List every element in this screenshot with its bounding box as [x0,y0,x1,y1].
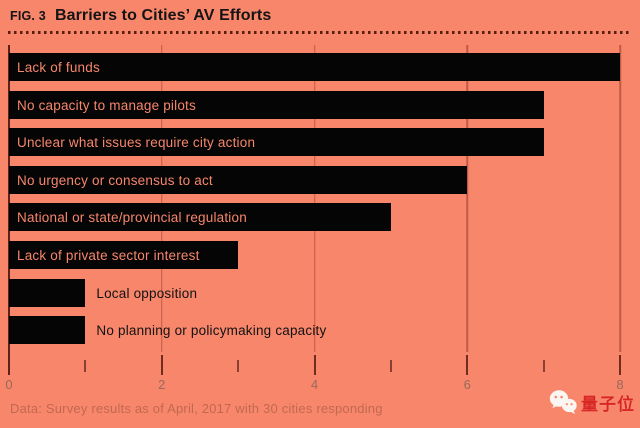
bar-row: No planning or policymaking capacity [9,316,620,345]
source-note: Data: Survey results as of April, 2017 w… [10,401,383,416]
bar-row: Lack of funds [9,53,620,81]
bar-row: Local opposition [9,278,620,307]
wechat-icon [548,389,578,415]
watermark-label: 量子位 [581,394,635,414]
axis-tick-major [160,355,163,375]
bar-label: No urgency or consensus to act [17,172,213,188]
bar-label: No planning or policymaking capacity [96,323,327,339]
axis-tick-minor [542,360,545,372]
bar-label: Lack of private sector interest [17,248,200,263]
figure-number: FIG. 3 [10,9,46,23]
bar-label: No capacity to manage pilots [17,97,196,113]
axis-tick-major [619,355,621,375]
bar [9,90,544,119]
figure-header: FIG. 3 Barriers to Cities’ AV Efforts [10,7,271,25]
x-axis: 0 2 4 6 8 [5,0,624,428]
dotted-divider [8,31,632,34]
bar [9,241,239,269]
bar-row: Unclear what issues require city action [9,128,620,157]
bar-label: National or state/provincial regulation [17,210,247,226]
axis-tick-major [313,355,316,375]
axis-tick-label: 4 [310,377,319,392]
bar [9,316,86,345]
bar [9,278,86,307]
bar-row: Lack of private sector interest [9,241,620,269]
figure-title: Barriers to Cities’ AV Efforts [54,7,272,24]
bar [9,203,391,232]
bar [9,165,468,194]
y-axis-line [8,45,10,375]
axis-tick-minor [237,360,240,372]
watermark: 量子位 [548,389,635,415]
axis-tick-label: 8 [616,377,624,392]
bar-label: Unclear what issues require city action [17,135,256,151]
axis-tick-minor [389,360,392,372]
bar [9,53,620,81]
bar-row: National or state/provincial regulation [9,203,620,232]
axis-tick-label: 2 [158,377,166,392]
gridline [466,45,468,352]
axis-tick-label: 6 [463,377,471,392]
bar-label: Lack of funds [17,60,100,75]
plot-area: Lack of funds No capacity to manage pilot… [9,45,621,352]
gridline [619,45,621,352]
bar-row: No urgency or consensus to act [9,165,620,194]
axis-tick-major [466,355,469,375]
axis-tick-label: 0 [5,377,13,392]
gridline [161,45,163,352]
bar-row: No capacity to manage pilots [9,90,620,119]
axis-tick-minor [84,360,87,372]
gridline [313,45,316,352]
bar [9,128,544,157]
bar-label: Local opposition [96,285,198,301]
